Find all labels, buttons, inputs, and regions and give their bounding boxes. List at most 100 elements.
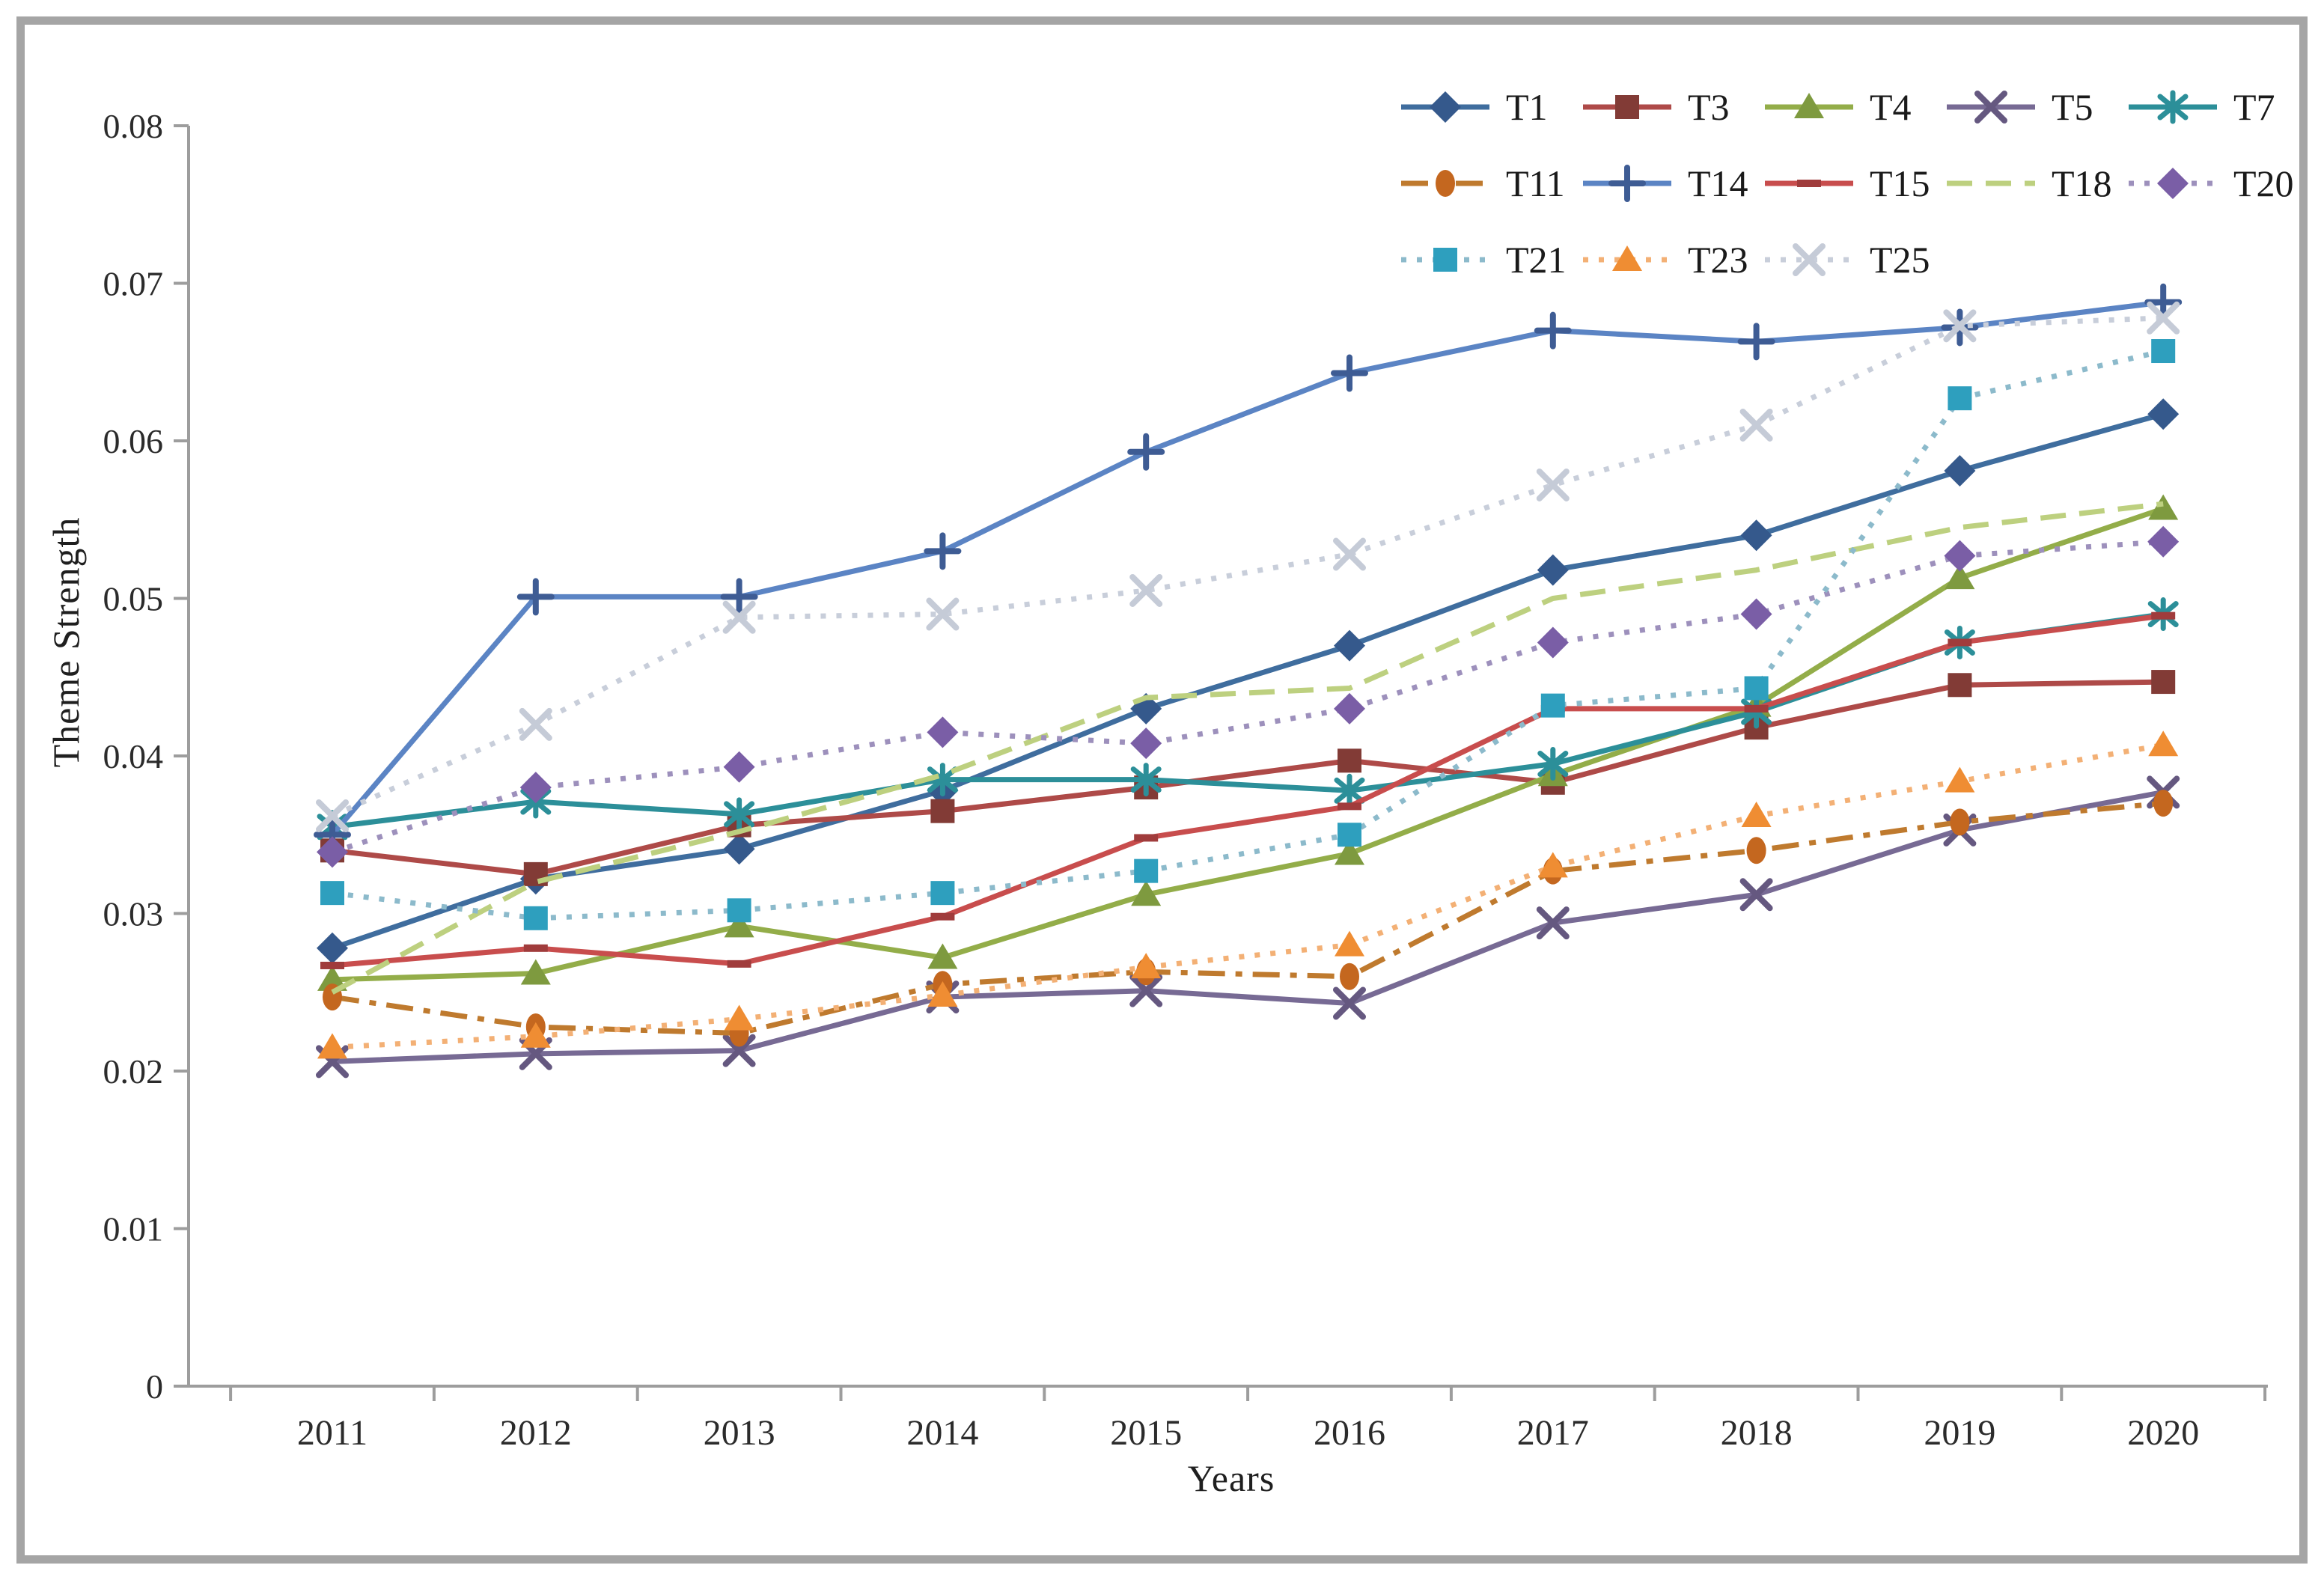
legend-label-T4: T4	[1870, 86, 1912, 128]
series-marker-T14	[720, 578, 758, 616]
series-line-T5	[332, 789, 2164, 1064]
series-marker-T1	[1537, 554, 1569, 586]
series-marker-T20	[723, 751, 755, 783]
series-marker-T4	[724, 912, 754, 938]
legend-marker-T25	[1793, 243, 1826, 276]
series-marker-T1	[1944, 454, 1976, 486]
series-marker-T25	[1129, 573, 1163, 607]
x-tick-label-2016: 2016	[1314, 1413, 1385, 1453]
series-marker-T3	[1948, 673, 1972, 698]
series-marker-T14	[516, 578, 555, 616]
series-marker-T25	[1536, 468, 1570, 501]
series-marker-T15	[320, 961, 344, 969]
series-marker-T23	[724, 1004, 754, 1031]
series-line-T7	[332, 611, 2164, 830]
series-marker-T23	[1741, 801, 1772, 827]
series-marker-T20	[1740, 598, 1772, 630]
legend-item-T5: T5	[1947, 86, 2093, 128]
series-marker-T25	[519, 707, 552, 741]
series-marker-T25	[316, 799, 349, 832]
series-line-T3	[332, 679, 2164, 877]
series-marker-T25	[926, 597, 960, 631]
series-marker-T20	[519, 772, 552, 804]
series-marker-T14	[924, 532, 962, 570]
series-line-T23	[332, 742, 2164, 1050]
series-marker-T23	[317, 1033, 347, 1059]
legend-item-T14: T14	[1583, 162, 1748, 204]
series-marker-T3	[1338, 748, 1361, 773]
series-marker-T1	[1334, 629, 1365, 662]
series-marker-T23	[1945, 766, 1975, 793]
series-marker-T4	[1945, 564, 1975, 590]
series-marker-T21	[2151, 339, 2176, 364]
series-marker-T20	[317, 836, 348, 868]
series-marker-T1	[317, 932, 348, 964]
y-tick-label-0.06: 0.06	[103, 422, 164, 460]
y-tick-label-0.01: 0.01	[103, 1210, 164, 1248]
series-marker-T21	[1948, 386, 1972, 411]
legend-marker-T4	[1794, 93, 1824, 118]
legend-label-T11: T11	[1506, 162, 1565, 204]
legend-item-T23: T23	[1583, 239, 1748, 281]
legend-item-T20: T20	[2129, 162, 2294, 204]
series-line-T4	[332, 506, 2165, 983]
y-tick-label-0.07: 0.07	[103, 265, 164, 303]
series-marker-T5	[722, 1034, 756, 1067]
legend-item-T11: T11	[1401, 162, 1565, 204]
series-marker-T21	[320, 881, 344, 906]
legend-item-T15: T15	[1765, 162, 1930, 204]
series-marker-T23	[1335, 930, 1364, 957]
series-marker-T15	[1744, 704, 1769, 713]
series-line-T14	[330, 299, 2164, 837]
series-line-T15	[332, 613, 2164, 969]
series-marker-T23	[1131, 953, 1162, 979]
series-marker-T23	[520, 1022, 551, 1048]
series-marker-T21	[1134, 858, 1159, 883]
series-marker-T3	[2151, 670, 2176, 695]
series-marker-T20	[2147, 525, 2180, 558]
series-marker-T21	[523, 906, 548, 930]
series-marker-T14	[1331, 354, 1368, 392]
legend-label-T18: T18	[2052, 162, 2112, 204]
legend-item-T3: T3	[1583, 86, 1730, 128]
series-marker-T5	[1536, 906, 1570, 940]
series-marker-T20	[1334, 692, 1365, 725]
legend-marker-T1	[1430, 91, 1461, 123]
legend-label-T14: T14	[1688, 162, 1748, 204]
series-marker-T20	[1944, 540, 1976, 572]
legend-item-T1: T1	[1401, 86, 1548, 128]
legend-marker-T3	[1615, 95, 1639, 119]
legend-label-T3: T3	[1688, 86, 1730, 128]
series-marker-T7	[1334, 773, 1365, 808]
legend-label-T20: T20	[2233, 162, 2294, 204]
legend-marker-T7	[2157, 90, 2189, 124]
legend-marker-T5	[1974, 91, 2007, 123]
legend-label-T23: T23	[1688, 239, 1748, 281]
x-tick-label-2011: 2011	[297, 1413, 367, 1453]
series-marker-T5	[1129, 974, 1163, 1007]
series-marker-T4	[1131, 880, 1162, 906]
x-tick-label-2018: 2018	[1721, 1413, 1793, 1453]
series-marker-T5	[1739, 878, 1773, 912]
series-marker-T4	[1335, 839, 1364, 865]
legend-marker-T20	[2157, 168, 2189, 199]
y-tick-label-0.02: 0.02	[103, 1052, 164, 1091]
series-marker-T25	[1943, 309, 1977, 343]
legend-item-T7: T7	[2129, 86, 2275, 128]
series-line-T1	[331, 411, 2165, 951]
series-marker-T4	[2148, 494, 2179, 520]
x-tick-label-2015: 2015	[1110, 1413, 1182, 1453]
series-marker-T7	[1537, 747, 1569, 781]
series-marker-T1	[2147, 398, 2180, 430]
y-tick-label-0.05: 0.05	[103, 580, 164, 618]
series-marker-T1	[1740, 519, 1772, 552]
series-marker-T25	[1333, 537, 1366, 571]
x-tick-label-2014: 2014	[906, 1413, 978, 1453]
legend-label-T21: T21	[1506, 239, 1567, 281]
legend-label-T7: T7	[2233, 86, 2275, 128]
series-marker-T14	[2144, 283, 2183, 321]
x-axis-title: Years	[1187, 1457, 1275, 1499]
series-marker-T4	[520, 959, 551, 985]
legend-marker-T21	[1433, 248, 1457, 272]
